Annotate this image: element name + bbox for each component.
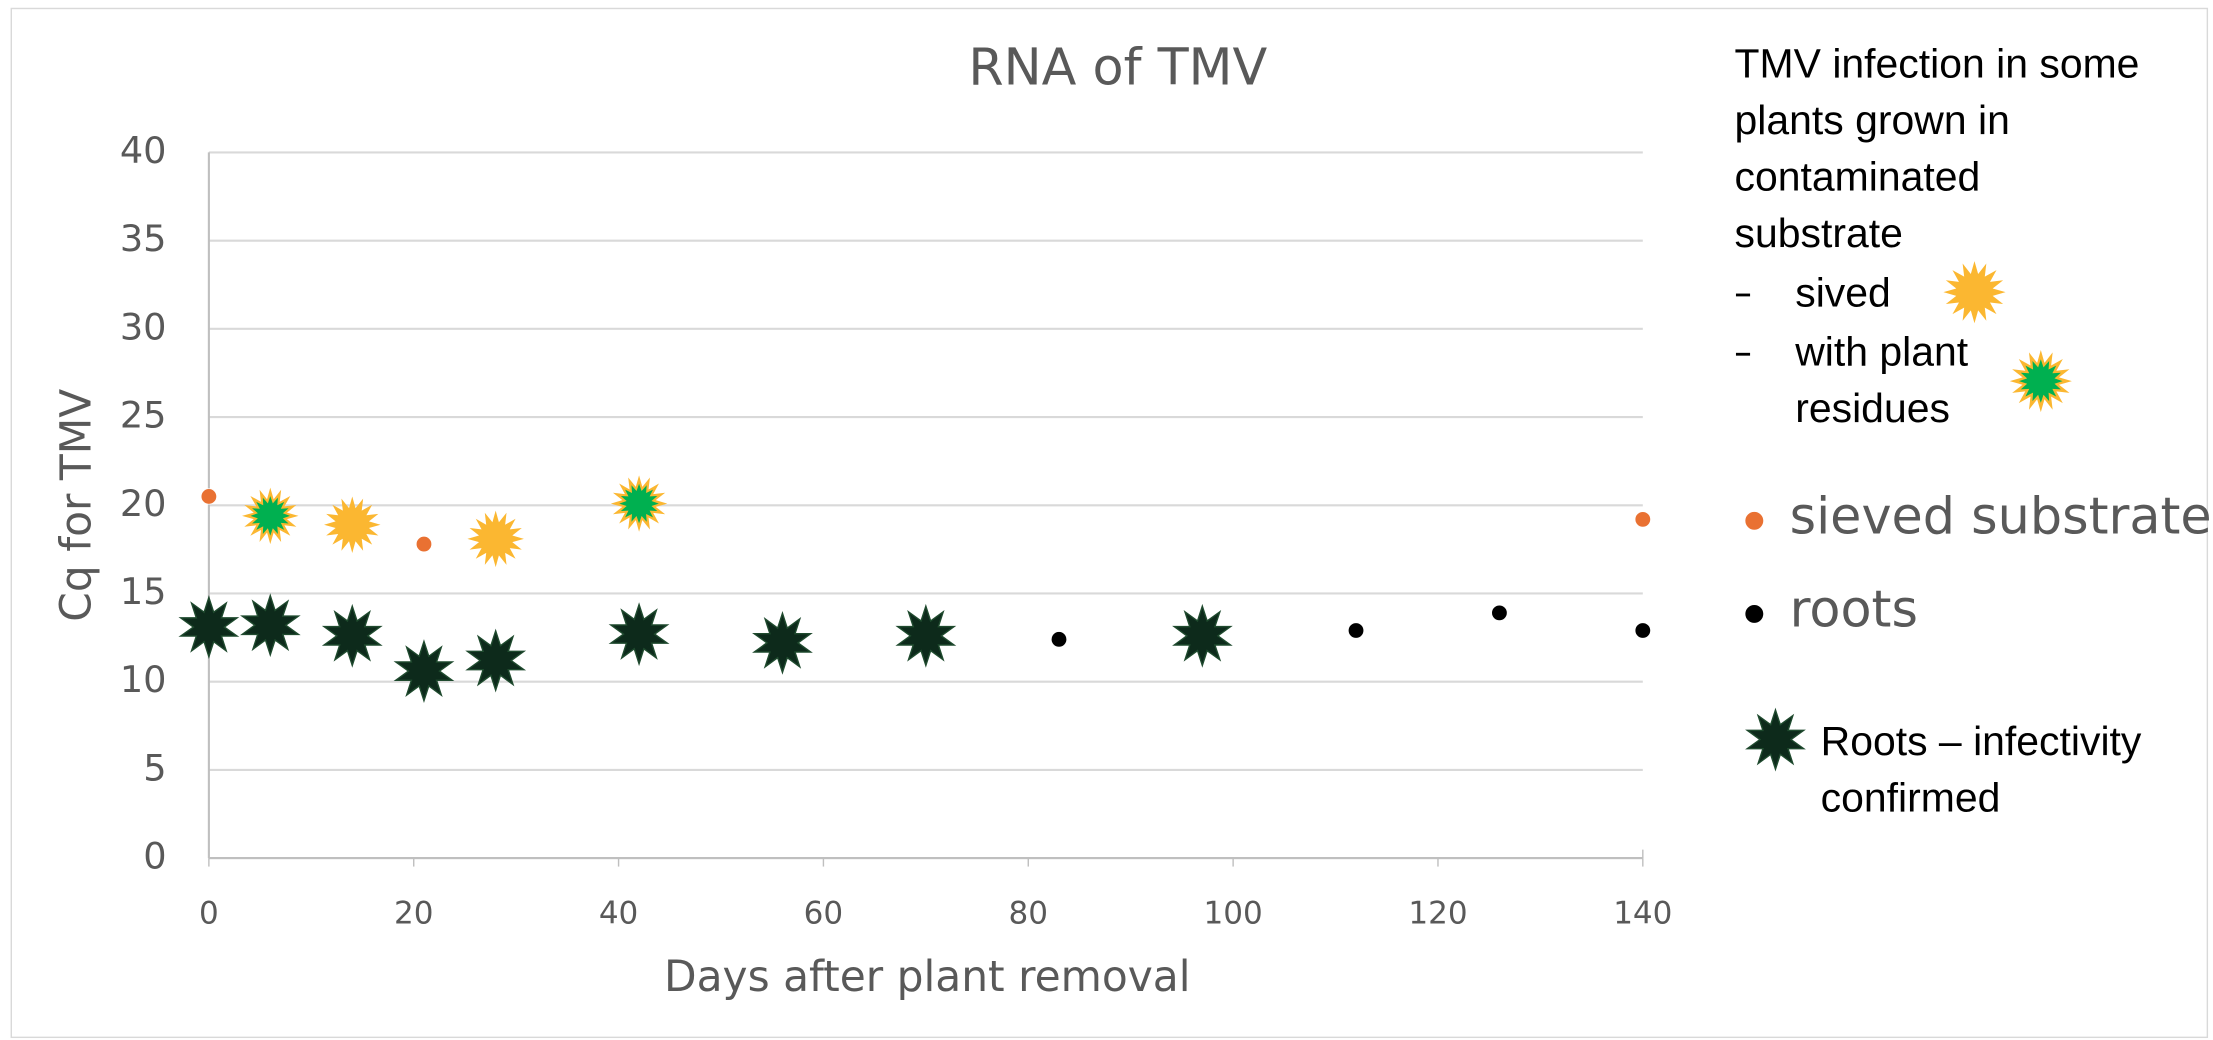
y-tick-label: 30 <box>120 305 167 348</box>
point <box>1050 631 1068 648</box>
x-tick-label: 0 <box>199 896 219 932</box>
star-point <box>752 610 813 675</box>
point <box>1634 622 1651 639</box>
star-point <box>393 639 455 704</box>
x-axis-title: Days after plant removal <box>664 952 1191 1001</box>
star-point <box>178 595 240 660</box>
y-tick-label: 35 <box>120 217 167 260</box>
legend-label: sived <box>1795 270 1891 317</box>
star-point <box>324 496 381 553</box>
legend-swatch <box>1745 707 1806 772</box>
y-tick-label: 25 <box>120 394 167 437</box>
x-tick-label: 40 <box>599 896 639 932</box>
chart-frame <box>10 7 2209 1039</box>
star-point <box>240 593 301 658</box>
legend-swatch <box>1744 604 1764 624</box>
point <box>1634 511 1651 528</box>
x-tick-label: 120 <box>1408 896 1467 932</box>
point <box>415 535 433 553</box>
legend-swatch <box>2019 359 2063 403</box>
y-tick-label: 10 <box>120 658 167 701</box>
x-tick-label: 20 <box>394 896 434 932</box>
star-point <box>250 496 291 536</box>
legend-label: roots <box>1789 581 1918 640</box>
star-point <box>467 510 524 568</box>
x-tick-label: 100 <box>1203 896 1262 932</box>
x-tick-label: 80 <box>1009 896 1048 932</box>
star-point <box>608 602 670 667</box>
point <box>1347 622 1365 639</box>
star-point <box>1172 603 1233 668</box>
legend-label: Roots – infectivity confirmed <box>1820 719 2142 822</box>
legend-label: with plant residues <box>1795 330 1969 432</box>
y-tick-label: 20 <box>120 482 167 525</box>
y-tick-label: 0 <box>143 835 166 878</box>
x-tick-label: 140 <box>1613 896 1672 932</box>
annotation: TMV infection in some plants grown in co… <box>1734 42 2140 257</box>
star-point <box>321 603 383 668</box>
x-tick-label: 60 <box>804 896 843 932</box>
star-point <box>895 603 957 668</box>
y-axis-title: Cq for TMV <box>52 389 101 622</box>
y-tick-label: 5 <box>143 746 166 789</box>
legend-label: sieved substrate <box>1789 488 2212 547</box>
legend-swatch <box>1943 261 2006 324</box>
chart-title: RNA of TMV <box>968 38 1267 97</box>
legend-swatch <box>1744 511 1764 531</box>
y-tick-label: 15 <box>120 570 167 613</box>
y-tick-label: 40 <box>120 129 167 172</box>
star-point <box>465 628 527 693</box>
point <box>200 488 217 505</box>
point <box>1491 604 1508 621</box>
star-point <box>619 483 659 524</box>
